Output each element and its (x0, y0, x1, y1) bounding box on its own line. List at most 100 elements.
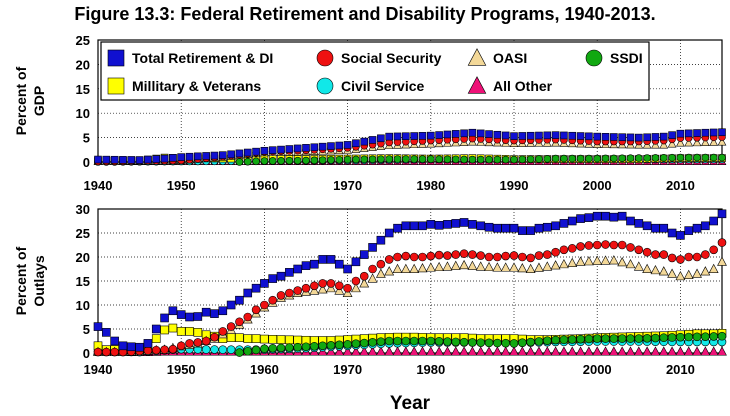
data-point (268, 335, 278, 344)
data-point (368, 243, 377, 252)
data-point (102, 328, 111, 337)
data-point (110, 155, 119, 164)
data-point (426, 251, 436, 261)
data-point (252, 147, 260, 156)
data-point (393, 336, 402, 346)
data-point (584, 241, 594, 250)
data-point (542, 250, 552, 259)
data-point (135, 156, 144, 164)
data-point (426, 336, 436, 346)
data-point (717, 238, 727, 247)
data-point (235, 149, 244, 158)
legend-label: OASI (493, 50, 527, 66)
data-point (185, 339, 194, 348)
data-point (418, 336, 427, 346)
data-point (285, 156, 294, 165)
data-point (342, 287, 353, 297)
data-point (377, 155, 385, 163)
data-point (551, 335, 560, 345)
data-point (442, 261, 453, 271)
data-point (377, 134, 385, 143)
data-point (334, 259, 344, 269)
data-point (484, 252, 494, 262)
data-point (717, 331, 727, 341)
data-point (692, 137, 702, 147)
data-point (442, 346, 453, 356)
x-tick-label: 1940 (84, 178, 113, 193)
data-point (318, 255, 327, 264)
data-point (543, 131, 552, 140)
data-point (443, 220, 452, 229)
data-point (684, 138, 694, 147)
data-point (352, 139, 360, 148)
data-point (517, 263, 528, 273)
data-point (501, 155, 510, 164)
data-point (317, 284, 328, 294)
legend-item-total: Total Retirement & DI (107, 49, 273, 67)
data-point (675, 346, 686, 356)
data-point (260, 334, 269, 344)
data-point (235, 333, 244, 342)
data-point (343, 340, 352, 349)
data-point (576, 242, 585, 251)
data-point (684, 252, 694, 262)
x-tick-label: 2010 (666, 178, 695, 193)
data-point (243, 288, 253, 298)
data-point (700, 266, 711, 276)
data-point (402, 132, 410, 141)
data-point (301, 283, 311, 293)
data-point (335, 155, 344, 164)
data-point (409, 263, 420, 273)
data-point (651, 223, 660, 233)
data-point (509, 339, 519, 348)
data-point (542, 261, 553, 271)
data-point (384, 266, 395, 276)
data-point (310, 281, 319, 291)
data-point (717, 209, 727, 219)
data-point (384, 336, 394, 346)
data-point (559, 346, 569, 356)
data-point (260, 300, 269, 310)
data-point (608, 346, 619, 356)
x-tick-label: 1960 (250, 362, 279, 377)
data-point (642, 247, 652, 257)
data-point (633, 346, 644, 356)
data-point (592, 211, 602, 221)
data-point (152, 155, 161, 163)
data-point (592, 346, 603, 356)
data-point (501, 251, 510, 261)
data-point (709, 332, 718, 341)
data-point (368, 264, 377, 274)
data-point (718, 128, 726, 137)
series-ssdi (235, 331, 727, 357)
data-point (450, 346, 461, 356)
legend-marker (585, 49, 603, 67)
data-point (351, 282, 361, 293)
data-point (584, 213, 594, 222)
data-point (293, 335, 302, 345)
data-point (567, 244, 577, 253)
data-point (709, 245, 718, 255)
data-point (468, 155, 477, 164)
data-point (351, 257, 361, 267)
data-point (617, 334, 627, 343)
data-point (277, 157, 285, 165)
data-point (160, 325, 169, 335)
data-point (600, 255, 611, 265)
data-point (243, 334, 253, 343)
data-point (684, 226, 694, 235)
data-point (450, 260, 461, 270)
data-point (701, 332, 710, 341)
data-point (667, 228, 677, 238)
data-point (276, 343, 286, 353)
data-point (501, 338, 510, 348)
data-point (110, 347, 119, 357)
data-point (151, 334, 161, 343)
data-point (409, 336, 419, 346)
data-point (426, 155, 435, 163)
data-point (642, 346, 653, 356)
data-point (601, 240, 610, 249)
data-point (434, 250, 444, 260)
data-point (102, 155, 111, 164)
